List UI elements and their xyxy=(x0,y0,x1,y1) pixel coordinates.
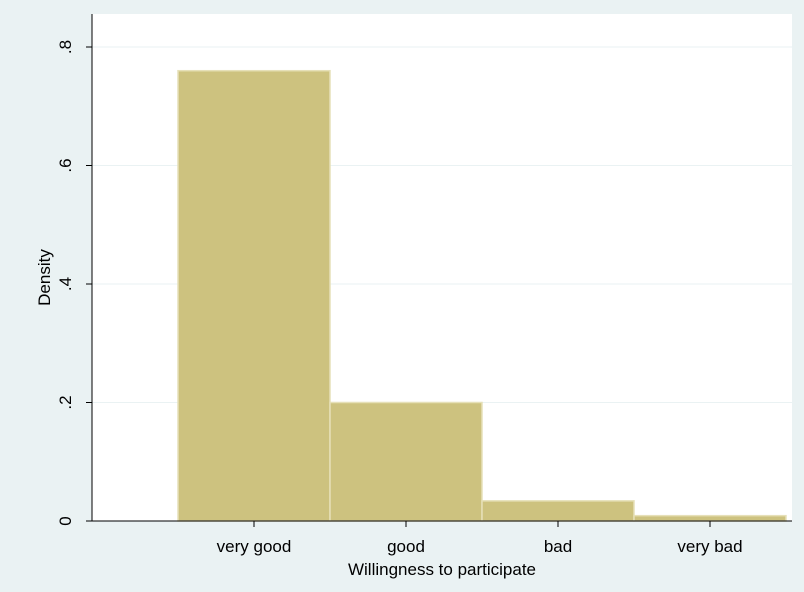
x-ticks: very good good bad very bad xyxy=(217,521,743,556)
bar-very-good xyxy=(177,69,331,522)
axes xyxy=(91,14,792,522)
y-tick-label: .4 xyxy=(56,277,75,291)
x-tick-label: good xyxy=(387,537,425,556)
x-tick-label: very bad xyxy=(677,537,742,556)
y-ticks: 0 .2 .4 .6 .8 xyxy=(56,40,92,526)
x-tick-label: very good xyxy=(217,537,292,556)
x-tick-label: bad xyxy=(544,537,572,556)
y-tick-label: .2 xyxy=(56,395,75,409)
bars xyxy=(177,69,787,522)
x-axis-title: Willingness to participate xyxy=(348,560,536,579)
bar-very-bad xyxy=(633,514,787,522)
bar-bad xyxy=(481,500,635,522)
bar-good xyxy=(329,401,483,522)
y-axis-title: Density xyxy=(35,249,54,306)
y-tick-label: .8 xyxy=(56,40,75,54)
y-tick-label: .6 xyxy=(56,158,75,172)
y-tick-label: 0 xyxy=(56,516,75,525)
